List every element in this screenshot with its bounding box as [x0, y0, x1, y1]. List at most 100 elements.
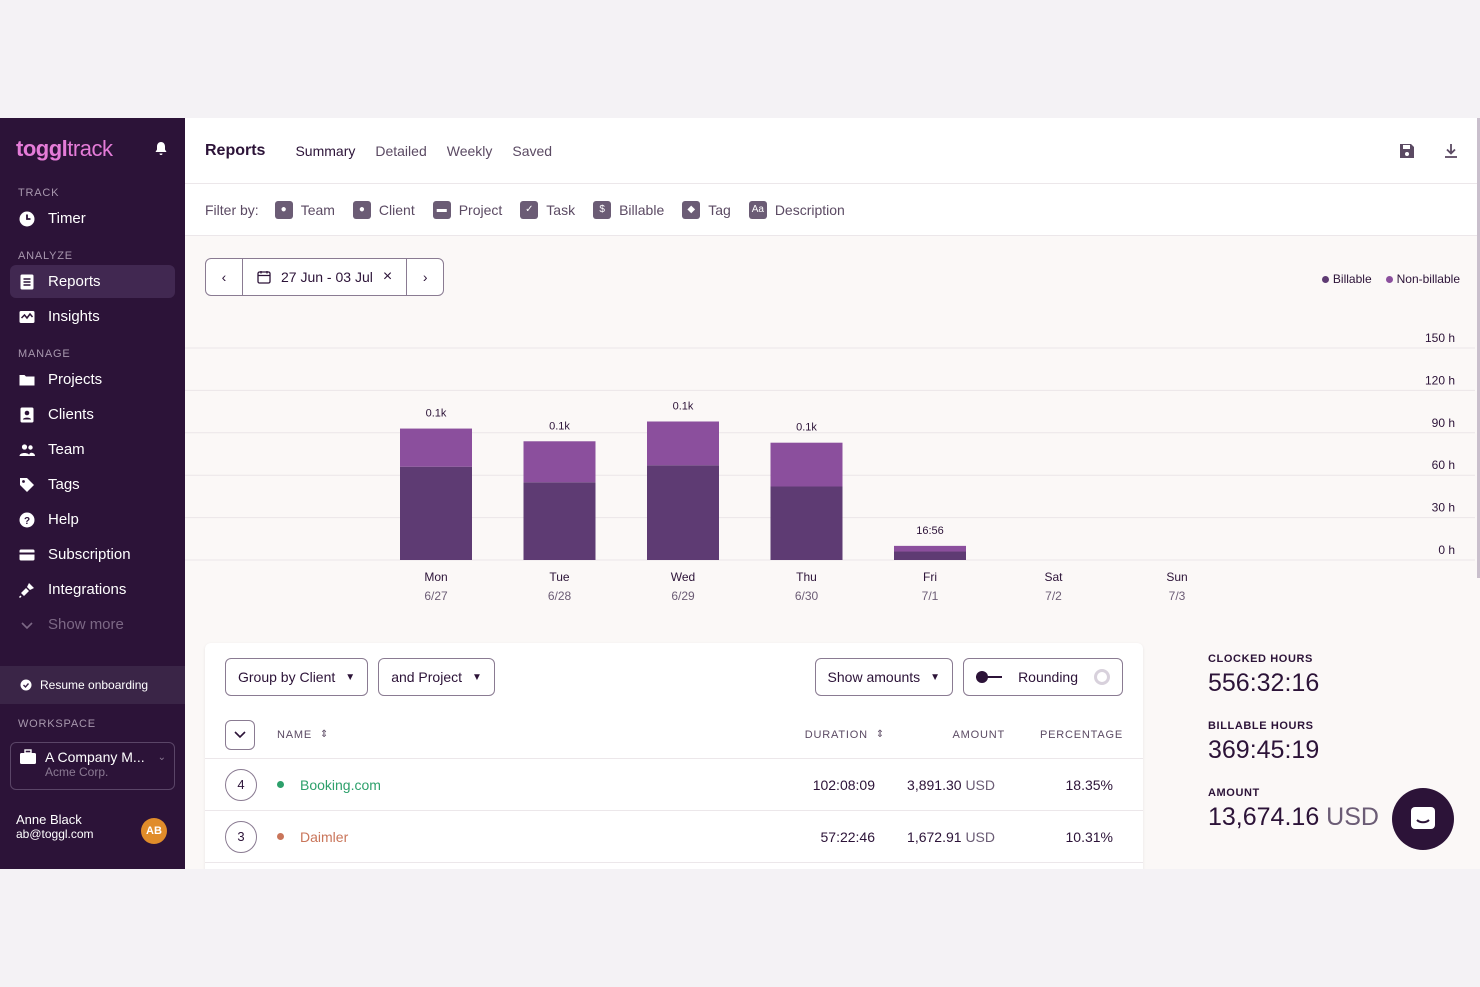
- data-label: 0.1k: [796, 422, 817, 434]
- bar-billable: [523, 482, 596, 560]
- sidebar-show-more[interactable]: Show more: [10, 608, 175, 641]
- help-icon: ?: [18, 511, 36, 529]
- bar-non-billable: [647, 421, 719, 466]
- workspace-selector[interactable]: A Company M... ⌄ Acme Corp.: [10, 742, 175, 790]
- app-window: toggltrack TRACK Timer ANALYZE Reports I…: [0, 118, 1480, 869]
- download-icon[interactable]: [1442, 142, 1460, 160]
- show-amounts-dropdown[interactable]: Show amounts ▼: [814, 658, 954, 696]
- sidebar: toggltrack TRACK Timer ANALYZE Reports I…: [0, 118, 185, 869]
- gear-icon[interactable]: [1094, 669, 1110, 685]
- rounding-toggle[interactable]: Rounding: [963, 658, 1123, 696]
- workspace-org: Acme Corp.: [45, 765, 109, 779]
- logo-part-2: track: [67, 136, 113, 161]
- x-tick-label: Wed: [671, 570, 695, 584]
- save-icon[interactable]: [1398, 142, 1416, 160]
- toggl-logo[interactable]: toggltrack: [16, 136, 113, 162]
- resume-onboarding-button[interactable]: Resume onboarding: [0, 666, 185, 704]
- x-tick-label: Thu: [796, 570, 817, 584]
- team-icon: ●: [274, 200, 293, 219]
- header-duration[interactable]: DURATION ⇕: [775, 729, 885, 741]
- checkbox-icon: ✓: [520, 200, 539, 219]
- x-tick-date: 6/28: [548, 589, 572, 603]
- sidebar-item-integrations[interactable]: Integrations: [10, 573, 175, 606]
- filter-description[interactable]: Aa Description: [748, 200, 845, 219]
- tab-summary[interactable]: Summary: [295, 142, 356, 159]
- scrollbar[interactable]: [1477, 118, 1480, 578]
- bell-icon[interactable]: [153, 141, 169, 157]
- legend-non-billable: Non-billable: [1385, 272, 1460, 286]
- sidebar-item-help[interactable]: ? Help: [10, 503, 175, 536]
- row-percentage: 10.31%: [1065, 828, 1113, 845]
- sort-icon: ⇕: [875, 729, 885, 740]
- section-label-workspace: WORKSPACE: [18, 718, 96, 730]
- avatar[interactable]: AB: [141, 818, 167, 844]
- expand-all-button[interactable]: [225, 719, 255, 750]
- chevron-left-icon[interactable]: ‹: [221, 269, 227, 285]
- table-header: NAME ⇕ DURATION ⇕ AMOUNT PERCENTAGE: [205, 711, 1143, 759]
- filter-tag[interactable]: ◆ Tag: [682, 200, 731, 219]
- header-name[interactable]: NAME ⇕: [277, 729, 775, 741]
- y-tick-label: 150 h: [1425, 331, 1455, 345]
- header-amount[interactable]: AMOUNT: [952, 728, 1005, 741]
- section-label-manage: MANAGE: [18, 348, 71, 360]
- row-name-cell: Booking.com: [277, 777, 765, 793]
- table-row[interactable]: 3 Daimler 57:22:46 1,672.91 USD 10.31%: [205, 811, 1143, 863]
- chevron-right-icon[interactable]: ›: [422, 269, 428, 285]
- x-tick-label: Sun: [1166, 570, 1187, 584]
- team-icon: [18, 441, 36, 459]
- sidebar-item-insights[interactable]: Insights: [10, 300, 175, 333]
- filter-billable[interactable]: $ Billable: [593, 200, 664, 219]
- filter-team[interactable]: ● Team: [274, 200, 335, 219]
- clocked-hours-label: CLOCKED HOURS: [1208, 653, 1313, 665]
- close-icon[interactable]: ×: [382, 268, 393, 285]
- filter-project[interactable]: ▬ Project: [432, 200, 502, 219]
- date-range-field[interactable]: 27 Jun - 03 Jul ×: [242, 259, 408, 295]
- billable-hours-label: BILLABLE HOURS: [1208, 720, 1314, 732]
- row-count-badge[interactable]: 3: [225, 820, 257, 853]
- logo-part-1: toggl: [16, 136, 68, 161]
- bar-non-billable: [770, 442, 843, 487]
- row-amount-currency: USD: [965, 828, 995, 845]
- x-tick-date: 7/3: [1169, 589, 1186, 603]
- row-duration: 57:22:46: [820, 828, 876, 845]
- user-profile[interactable]: Anne Black ab@toggl.com AB: [16, 812, 171, 844]
- header-percentage[interactable]: PERCENTAGE: [1040, 728, 1123, 741]
- sidebar-item-timer[interactable]: Timer: [10, 202, 175, 235]
- chevron-down-icon: ▼: [345, 671, 356, 683]
- data-label: 0.1k: [549, 420, 570, 432]
- bar-non-billable: [523, 441, 596, 483]
- sidebar-item-subscription[interactable]: Subscription: [10, 538, 175, 571]
- tab-detailed[interactable]: Detailed: [375, 142, 427, 159]
- row-count-badge[interactable]: 4: [225, 768, 257, 801]
- filter-label: Filter by:: [205, 201, 259, 218]
- sidebar-item-label: Clients: [48, 406, 94, 423]
- calendar-icon: [257, 271, 271, 284]
- bar-non-billable: [400, 428, 472, 467]
- tab-saved[interactable]: Saved: [512, 142, 553, 159]
- top-bar: Reports Summary Detailed Weekly Saved: [185, 118, 1480, 184]
- tab-weekly[interactable]: Weekly: [446, 142, 493, 159]
- user-email: ab@toggl.com: [16, 827, 94, 841]
- filter-task[interactable]: ✓ Task: [520, 200, 575, 219]
- sidebar-item-tags[interactable]: Tags: [10, 468, 175, 501]
- sidebar-item-label: Reports: [48, 273, 101, 290]
- toggle-switch[interactable]: [976, 671, 1003, 683]
- chat-support-button[interactable]: [1392, 788, 1454, 850]
- subgroup-dropdown[interactable]: and Project ▼: [378, 658, 495, 696]
- sidebar-item-label: Projects: [48, 371, 103, 388]
- group-by-dropdown[interactable]: Group by Client ▼: [225, 658, 369, 696]
- filter-client-label: Client: [378, 201, 415, 218]
- table-row[interactable]: 4 Booking.com 102:08:09 3,891.30 USD 18.…: [205, 759, 1143, 811]
- briefcase-icon: [20, 749, 36, 764]
- sidebar-item-projects[interactable]: Projects: [10, 363, 175, 396]
- tag-icon: ◆: [682, 200, 701, 219]
- y-tick-label: 30 h: [1432, 501, 1455, 515]
- sidebar-item-team[interactable]: Team: [10, 433, 175, 466]
- sidebar-item-reports[interactable]: Reports: [10, 265, 175, 298]
- x-tick-date: 7/2: [1045, 589, 1062, 603]
- filter-client[interactable]: ● Client: [352, 200, 415, 219]
- summary-table-card: Group by Client ▼ and Project ▼ Show amoun…: [205, 643, 1143, 869]
- row-name-cell: Daimler: [277, 829, 765, 845]
- chart-legend: Billable Non-billable: [1321, 272, 1460, 286]
- sidebar-item-clients[interactable]: Clients: [10, 398, 175, 431]
